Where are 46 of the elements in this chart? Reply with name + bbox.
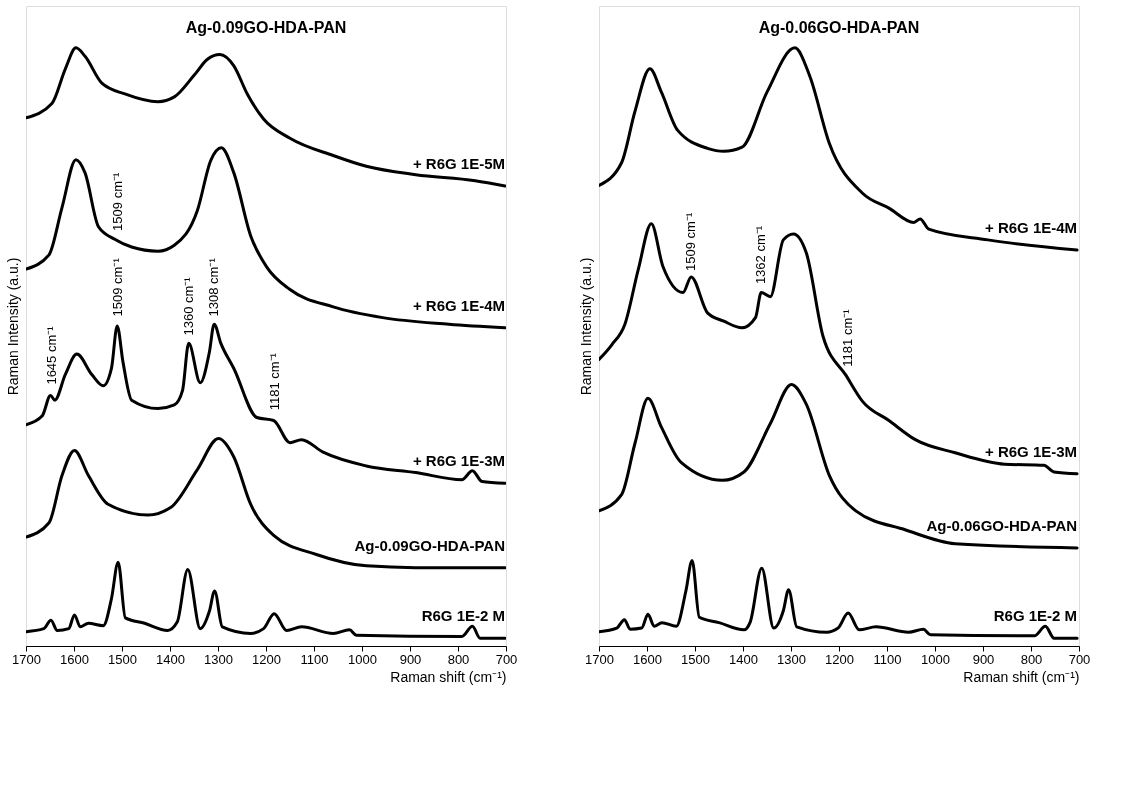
x-tick-label: 1200	[825, 651, 854, 667]
x-tick-label: 1000	[348, 651, 377, 667]
x-tick-label: 800	[447, 651, 470, 667]
annotation: 1360 cm⁻¹	[181, 276, 197, 336]
series-label: Ag-0.06GO-HDA-PAN	[926, 516, 1078, 534]
x-axis-title: Raman shift (cm⁻¹)	[963, 668, 1080, 685]
series-label: + R6G 1E-5M	[412, 155, 506, 173]
annotation: 1181 cm⁻¹	[267, 352, 283, 411]
annotation: 1181 cm⁻¹	[840, 308, 856, 367]
x-tick-label: 1100	[300, 651, 329, 667]
annotation: 1509 cm⁻¹	[109, 257, 125, 317]
annotation: 1509 cm⁻¹	[682, 212, 698, 271]
x-tick-label: 1500	[681, 651, 710, 667]
series-label: + R6G 1E-4M	[412, 296, 506, 314]
series-label: Ag-0.09GO-HDA-PAN	[354, 536, 506, 554]
x-tick-label: 1400	[156, 651, 185, 667]
y-axis-title: Raman Intensity (a.u.)	[4, 257, 21, 396]
annotation: 1509 cm⁻¹	[109, 172, 125, 231]
x-tick-label: 900	[972, 651, 995, 667]
x-tick-label: 1300	[777, 651, 806, 667]
series-label: + R6G 1E-3M	[412, 452, 506, 470]
x-tick-label: 1000	[921, 651, 950, 667]
series-label: R6G 1E-2 M	[421, 607, 506, 625]
y-axis-title: Raman Intensity (a.u.)	[577, 257, 594, 396]
annotation: 1362 cm⁻¹	[753, 225, 769, 285]
x-axis-title: Raman shift (cm⁻¹)	[390, 668, 507, 685]
x-tick-label: 1600	[60, 651, 89, 667]
x-tick-label: 1100	[873, 651, 902, 667]
x-tick-label: 1200	[252, 651, 281, 667]
x-tick-label: 1500	[108, 651, 137, 667]
annotation: 1645 cm⁻¹	[44, 325, 60, 385]
series-label: + R6G 1E-4M	[984, 219, 1078, 237]
x-tick-label: 800	[1020, 651, 1043, 667]
chart-title: Ag-0.06GO-HDA-PAN	[758, 19, 920, 36]
chart-title: Ag-0.09GO-HDA-PAN	[185, 19, 347, 36]
x-tick-label: 700	[495, 651, 518, 667]
x-tick-label: 1700	[12, 651, 41, 667]
x-tick-label: 900	[399, 651, 422, 667]
x-tick-label: 700	[1068, 651, 1091, 667]
annotation: 1308 cm⁻¹	[206, 257, 222, 317]
series-label: + R6G 1E-3M	[984, 442, 1078, 460]
x-tick-label: 1700	[585, 651, 614, 667]
x-tick-label: 1600	[633, 651, 662, 667]
x-tick-label: 1400	[729, 651, 758, 667]
series-label: R6G 1E-2 M	[993, 607, 1078, 625]
x-tick-label: 1300	[204, 651, 233, 667]
